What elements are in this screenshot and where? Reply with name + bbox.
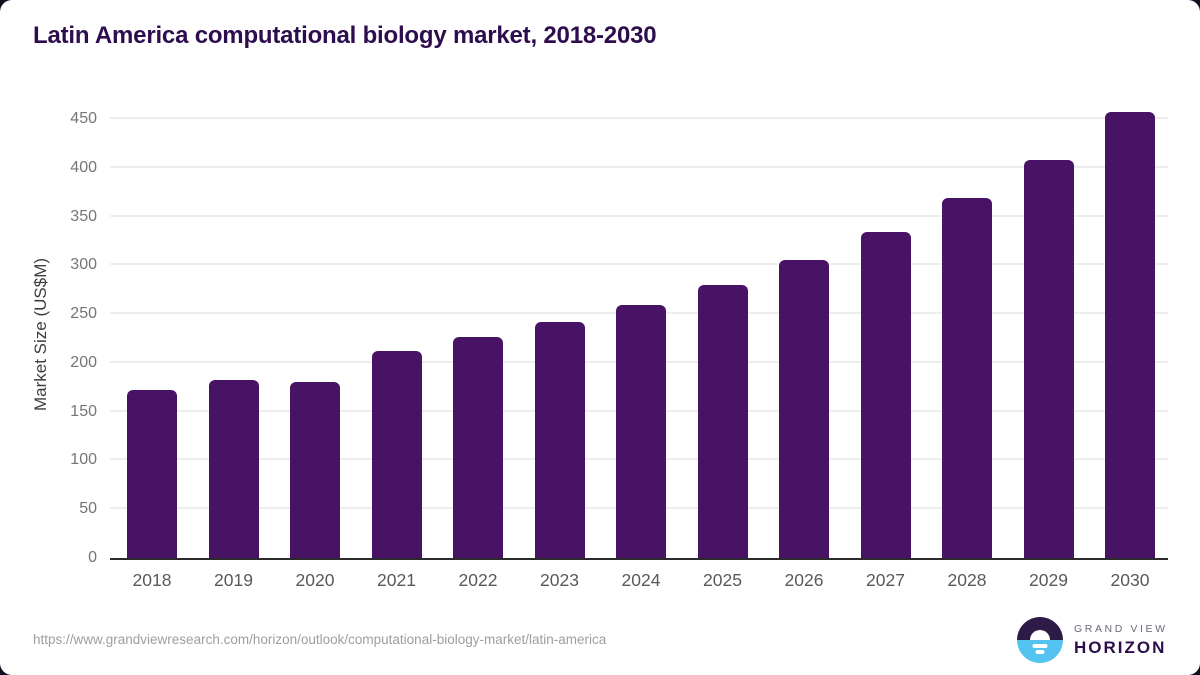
x-tick-label-2020: 2020: [295, 570, 335, 590]
y-tick-label-100: 100: [70, 451, 97, 469]
plot-area: 0 50 100 150 200 250 300 350 400 450: [70, 110, 1168, 566]
x-tick-label-2025: 2025: [703, 570, 742, 590]
bar-2028[interactable]: [942, 198, 992, 558]
x-tick-label-2026: 2026: [784, 570, 824, 590]
y-tick-label-450: 450: [70, 110, 97, 127]
bar-2018[interactable]: [127, 390, 177, 558]
sun-reflection-bar-2: [1035, 650, 1045, 654]
bar-2027[interactable]: [860, 232, 911, 558]
bar-2023[interactable]: [534, 321, 585, 558]
y-tick-label-200: 200: [70, 353, 97, 371]
bar-2022[interactable]: [453, 336, 503, 558]
x-tick-label-2022: 2022: [458, 570, 498, 590]
bar-2020[interactable]: [290, 382, 340, 558]
y-tick-label-350: 350: [70, 207, 97, 225]
y-tick-label-0: 0: [88, 549, 97, 566]
brand-wordmark: GRAND VIEW HORIZON: [1074, 623, 1168, 658]
bar-2019[interactable]: [208, 380, 259, 558]
y-tick-label-250: 250: [70, 305, 97, 323]
bar-2025[interactable]: [697, 284, 748, 558]
x-tick-label-2023: 2023: [540, 570, 579, 590]
horizon-sun-icon: [1017, 617, 1063, 663]
bar-2029[interactable]: [1023, 159, 1074, 558]
bar-2030[interactable]: [1105, 112, 1155, 558]
y-tick-label-150: 150: [70, 402, 97, 420]
gridline-300: [110, 263, 1168, 266]
brand-name-horizon: HORIZON: [1074, 637, 1167, 657]
x-tick-label-2027: 2027: [866, 570, 905, 590]
x-axis-labels: 2018 2019 2020 2021 2022 2023 2024 2025 2026 2027…: [110, 570, 1168, 596]
y-tick-label-400: 400: [70, 158, 97, 176]
source-url: https://www.grandviewresearch.com/horizo…: [33, 632, 607, 647]
y-tick-label-300: 300: [70, 256, 97, 274]
x-axis-line: [110, 558, 1168, 560]
gridline-400: [110, 165, 1168, 168]
bar-2021[interactable]: [371, 351, 422, 558]
bar-2026[interactable]: [779, 260, 829, 558]
sun-shape: [1030, 630, 1050, 640]
x-tick-label-2018: 2018: [132, 570, 172, 590]
x-tick-label-2024: 2024: [621, 570, 661, 590]
gridline-350: [110, 214, 1168, 217]
x-tick-label-2028: 2028: [947, 570, 987, 590]
x-tick-label-2030: 2030: [1110, 570, 1150, 590]
x-tick-label-2019: 2019: [214, 570, 253, 590]
bar-2024[interactable]: [616, 305, 666, 558]
y-axis-title: Market Size (US$M): [31, 257, 50, 411]
sun-reflection-bar-1: [1032, 644, 1048, 648]
x-tick-label-2029: 2029: [1029, 570, 1068, 590]
y-tick-label-50: 50: [79, 500, 97, 518]
gridline-450: [110, 117, 1168, 119]
chart-title: Latin America computational biology mark…: [33, 22, 657, 49]
brand-name-grand-view: GRAND VIEW: [1074, 622, 1168, 635]
x-tick-label-2021: 2021: [377, 570, 416, 590]
grand-view-horizon-logo: GRAND VIEW HORIZON: [1017, 617, 1168, 663]
